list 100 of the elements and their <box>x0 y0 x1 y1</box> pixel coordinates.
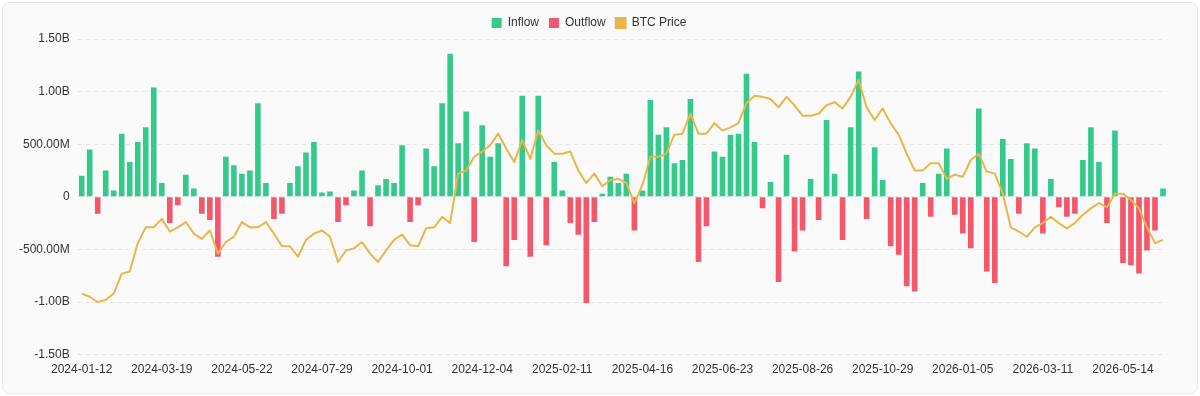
bar <box>78 175 85 197</box>
bar <box>94 197 101 214</box>
bar <box>415 197 421 206</box>
y-tick-label: 1.50B <box>38 31 70 46</box>
bar <box>359 170 365 197</box>
bar <box>423 148 429 197</box>
bar <box>967 197 974 249</box>
bar <box>591 197 598 223</box>
bar <box>927 197 934 217</box>
bar <box>86 149 93 197</box>
bar <box>575 197 582 235</box>
y-tick-label: -1.00B <box>34 294 70 309</box>
bar <box>791 197 798 252</box>
bar <box>1072 197 1078 214</box>
bar <box>207 197 213 220</box>
bar <box>1000 138 1006 197</box>
bar <box>975 108 982 197</box>
legend-label: BTC Price <box>631 15 687 30</box>
bar <box>367 197 373 227</box>
bar <box>199 197 205 214</box>
bar <box>1056 197 1062 208</box>
bar <box>110 190 117 197</box>
bar <box>1160 188 1166 197</box>
y-tick-label: -1.50B <box>34 346 70 361</box>
bar <box>150 87 157 197</box>
bar <box>1128 197 1134 266</box>
bar <box>231 165 237 197</box>
x-tick-label: 2025-02-11 <box>532 362 593 377</box>
bar <box>167 197 173 224</box>
bar <box>383 178 389 197</box>
bar <box>399 145 405 197</box>
x-tick-label: 2024-10-01 <box>371 362 434 377</box>
bar <box>1048 178 1054 197</box>
bar <box>134 142 141 197</box>
bar <box>567 197 574 224</box>
bar <box>335 197 341 223</box>
bar <box>943 148 950 197</box>
bar <box>295 166 301 197</box>
bar <box>1032 148 1038 197</box>
bar <box>839 197 846 240</box>
bar <box>311 142 317 197</box>
bar <box>439 103 445 197</box>
legend-label: Outflow <box>565 15 607 30</box>
bar <box>223 156 229 197</box>
x-tick-label: 2024-01-12 <box>51 362 113 377</box>
bar <box>1008 158 1014 197</box>
bar <box>1016 197 1022 214</box>
bar <box>471 197 477 243</box>
bar <box>1120 197 1126 264</box>
x-tick-label: 2026-03-11 <box>1012 362 1074 377</box>
x-tick-label: 2026-05-14 <box>1092 362 1154 377</box>
bar <box>991 197 998 284</box>
bar <box>303 152 309 197</box>
bar <box>343 197 349 206</box>
x-tick-label: 2024-05-22 <box>211 362 273 377</box>
x-tick-label: 2025-10-29 <box>851 362 914 377</box>
x-tick-label: 2025-04-16 <box>611 362 674 377</box>
bar <box>215 197 221 257</box>
bar <box>375 185 381 197</box>
bar <box>391 183 397 197</box>
bar <box>1152 197 1158 231</box>
y-tick-label: -500.00M <box>18 241 70 256</box>
bar <box>271 197 277 219</box>
bar <box>447 53 453 197</box>
bar <box>503 197 510 267</box>
bar <box>983 197 990 272</box>
bar <box>255 103 261 197</box>
bar <box>183 174 189 197</box>
legend-label: Inflow <box>507 15 540 30</box>
bar <box>1096 162 1102 197</box>
bar <box>126 162 133 197</box>
bar <box>287 183 293 197</box>
bar <box>463 111 469 197</box>
x-tick-label: 2024-12-04 <box>451 362 514 377</box>
bar <box>191 188 197 197</box>
bar <box>263 183 269 197</box>
bar <box>239 173 245 197</box>
bar <box>911 197 918 292</box>
bar <box>102 170 109 197</box>
bar <box>1136 197 1142 274</box>
bar <box>703 197 710 227</box>
bar <box>543 197 550 246</box>
bar <box>479 125 485 197</box>
bar <box>959 197 966 234</box>
bar <box>1024 143 1030 197</box>
bar <box>279 197 285 214</box>
x-tick-label: 2024-07-29 <box>291 362 353 377</box>
bar <box>351 190 357 197</box>
x-tick-label: 2026-01-05 <box>932 362 994 377</box>
bar <box>495 143 501 197</box>
bar <box>1040 197 1046 234</box>
bar <box>551 162 558 197</box>
y-tick-label: 500.00M <box>22 136 70 151</box>
x-tick-label: 2025-08-26 <box>771 362 834 377</box>
bar <box>1080 159 1086 197</box>
bar <box>118 133 125 197</box>
bar <box>815 197 822 220</box>
bar <box>1064 197 1070 217</box>
bar <box>559 190 566 197</box>
y-tick-label: 1.00B <box>38 83 70 98</box>
